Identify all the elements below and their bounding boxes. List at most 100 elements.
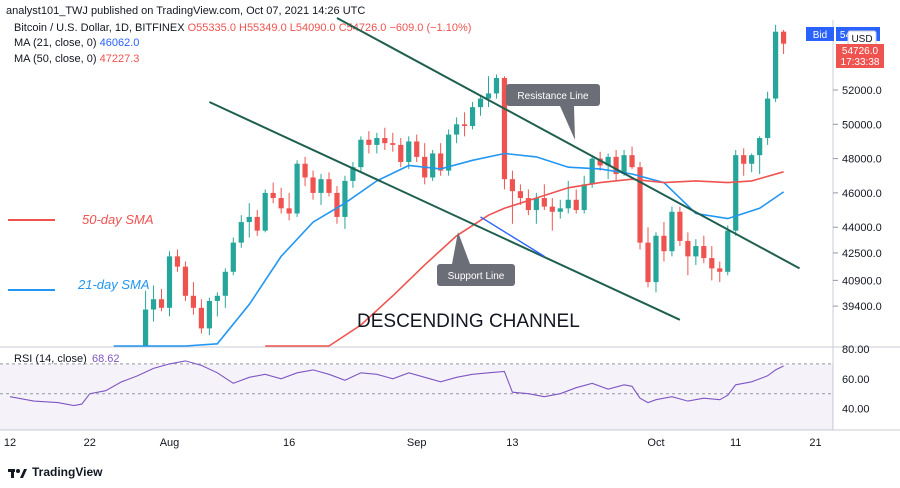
candle-body xyxy=(589,158,595,185)
candle-body xyxy=(230,242,236,272)
support-line xyxy=(208,101,681,321)
candle-body xyxy=(780,31,787,44)
candle-body xyxy=(358,139,364,168)
candle-body xyxy=(509,179,516,192)
publisher-line: analyst101_TWJ published on TradingView.… xyxy=(6,5,366,17)
candle-body xyxy=(414,141,420,157)
price-tick-label: 39400.0 xyxy=(842,301,882,313)
rsi-label: RSI (14, close) xyxy=(14,353,87,365)
time-tick-label: 12 xyxy=(4,437,16,449)
time-axis: 12 22 Aug 16 Sep 13 Oct 11 21 xyxy=(4,437,822,449)
candle-body xyxy=(749,155,755,164)
candle-body xyxy=(477,98,484,108)
candle-body xyxy=(549,206,555,212)
ma50-line xyxy=(265,171,784,347)
rsi-tick-label: 40.00 xyxy=(842,404,870,416)
candle-body xyxy=(741,155,747,164)
candle-body xyxy=(342,180,348,217)
candle-body xyxy=(597,158,603,166)
rsi-tick-label: 60.00 xyxy=(842,374,870,386)
candle-body xyxy=(621,155,627,175)
ma50-value: 47227.3 xyxy=(99,53,140,65)
candle-body xyxy=(366,139,372,145)
usd-badge[interactable]: USD xyxy=(847,30,877,46)
price-tick-label: 46000.0 xyxy=(842,188,882,200)
candle-body xyxy=(533,198,539,211)
candle-body xyxy=(701,246,707,259)
candle-body xyxy=(693,246,699,257)
candle-body xyxy=(517,191,523,199)
candle-body xyxy=(438,153,444,171)
candle-body xyxy=(238,222,244,243)
candle-body xyxy=(565,199,571,209)
candle-body xyxy=(294,163,300,214)
price-tick-label: 52000.0 xyxy=(842,85,882,97)
candle-body xyxy=(557,208,563,212)
sma50-annotation: 50-day SMA xyxy=(82,212,154,227)
candle-body xyxy=(278,198,284,209)
time-tick-label: 22 xyxy=(84,437,96,449)
support-callout: Support Line xyxy=(437,232,515,286)
candle-body xyxy=(454,124,460,135)
bid-label: Bid xyxy=(813,30,827,41)
ma21-legend: MA (21, close, 0) 46062.0 xyxy=(14,37,139,49)
candle-body xyxy=(374,138,380,145)
symbol-legend: Bitcoin / U.S. Dollar, 1D, BITFINEX O553… xyxy=(14,22,471,34)
candle-body xyxy=(645,242,651,283)
candle-body xyxy=(725,230,731,272)
usd-label: USD xyxy=(851,34,872,45)
candle-body xyxy=(461,124,468,127)
candle-body xyxy=(573,199,579,211)
candle-body xyxy=(717,268,723,272)
price-tick-label: 44000.0 xyxy=(842,222,882,234)
rsi-value: 68.62 xyxy=(92,353,120,365)
candle-body xyxy=(430,153,436,178)
candle-body xyxy=(334,192,340,217)
candle-body xyxy=(214,295,220,301)
candle-body xyxy=(182,266,189,296)
candle-body xyxy=(262,192,268,231)
last-price-badge: 54726.0 17:33:38 xyxy=(836,44,884,68)
candle-body xyxy=(254,216,260,231)
candle-body xyxy=(302,163,308,178)
footer-brand[interactable]: TradingView xyxy=(8,465,102,479)
candle-body xyxy=(390,143,396,145)
candle-body xyxy=(469,107,476,127)
candle-body xyxy=(142,309,149,346)
time-tick-label: 13 xyxy=(506,437,518,449)
time-tick-label: Aug xyxy=(160,437,180,449)
candle-body xyxy=(669,211,675,252)
price-tick-label: 50000.0 xyxy=(842,119,882,131)
ohlc-values: O55335.0 H55349.0 L54090.0 C54726.0 −609… xyxy=(187,22,472,34)
time-tick-label: 16 xyxy=(283,437,295,449)
ma50-legend: MA (50, close, 0) 47227.3 xyxy=(14,53,139,65)
candle-body xyxy=(270,192,276,199)
ma50-label: MA (50, close, 0) xyxy=(14,53,97,65)
inner-support-line xyxy=(480,216,545,257)
candle-body xyxy=(150,299,157,310)
rsi-band xyxy=(0,363,833,430)
ma21-line xyxy=(113,152,785,347)
candle-body xyxy=(605,156,611,166)
tradingview-brand: TradingView xyxy=(32,465,103,479)
candle-body xyxy=(446,134,452,171)
candle-body xyxy=(637,167,643,243)
candle-body xyxy=(382,138,388,144)
price-tick-label: 48000.0 xyxy=(842,154,882,166)
candle-body xyxy=(198,307,204,329)
resistance-line xyxy=(336,17,801,270)
candle-body xyxy=(661,235,667,252)
rsi-tick-label: 80.00 xyxy=(842,344,870,356)
candle-body xyxy=(677,211,683,241)
candle-body xyxy=(581,184,587,211)
time-tick-label: Oct xyxy=(647,437,664,449)
time-tick-label: 11 xyxy=(730,437,741,449)
ma21-value: 46062.0 xyxy=(99,37,140,49)
candle-body xyxy=(709,258,715,269)
candle-body xyxy=(613,156,619,175)
candle-body xyxy=(190,295,197,308)
candle-body xyxy=(765,98,771,139)
candle-body xyxy=(733,155,739,231)
candle-body xyxy=(493,77,500,94)
